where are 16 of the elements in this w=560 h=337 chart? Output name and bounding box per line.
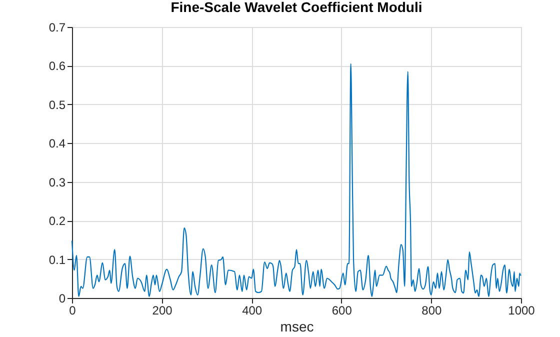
x-tick-label: 600 [332, 304, 352, 318]
x-tick-label: 200 [152, 304, 173, 318]
x-tick-label: 1000 [508, 304, 536, 318]
x-tick-label: 800 [422, 304, 442, 318]
y-tick-label: 0.2 [48, 214, 66, 228]
y-tick-label: 0.6 [48, 59, 66, 74]
y-tick-label: 0.4 [48, 136, 66, 151]
chart-title: Fine-Scale Wavelet Coefficient Moduli [170, 0, 422, 15]
x-axis-title: msec [280, 318, 314, 334]
y-tick-label: 0 [58, 292, 66, 306]
x-tick-label: 0 [69, 304, 76, 318]
y-tick-label: 0.1 [48, 252, 66, 267]
y-tick-label: 0.5 [48, 98, 66, 112]
y-tick-label: 0.7 [48, 20, 66, 34]
x-tick-label: 400 [242, 304, 262, 318]
y-tick-label: 0.3 [48, 175, 66, 190]
